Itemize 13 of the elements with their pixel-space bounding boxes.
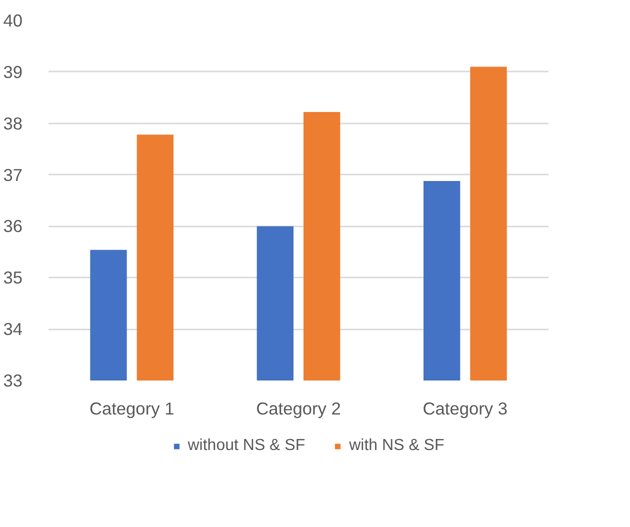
x-tick-label: Category 1 bbox=[89, 398, 174, 418]
y-tick-label: 35 bbox=[3, 268, 23, 288]
legend-label: without NS & SF bbox=[188, 437, 306, 455]
y-tick-label: 36 bbox=[3, 216, 23, 236]
x-tick-label: Category 3 bbox=[422, 398, 508, 418]
y-tick-label: 33 bbox=[3, 370, 23, 390]
x-tick-label: Category 2 bbox=[256, 398, 341, 418]
y-tick-label: 38 bbox=[3, 113, 23, 134]
y-tick-label: 39 bbox=[3, 62, 23, 82]
y-tick-label: 37 bbox=[3, 164, 23, 185]
y-tick-label: 34 bbox=[3, 319, 23, 340]
y-tick-label: 40 bbox=[3, 10, 23, 30]
legend-label: with NS & SF bbox=[349, 437, 444, 455]
